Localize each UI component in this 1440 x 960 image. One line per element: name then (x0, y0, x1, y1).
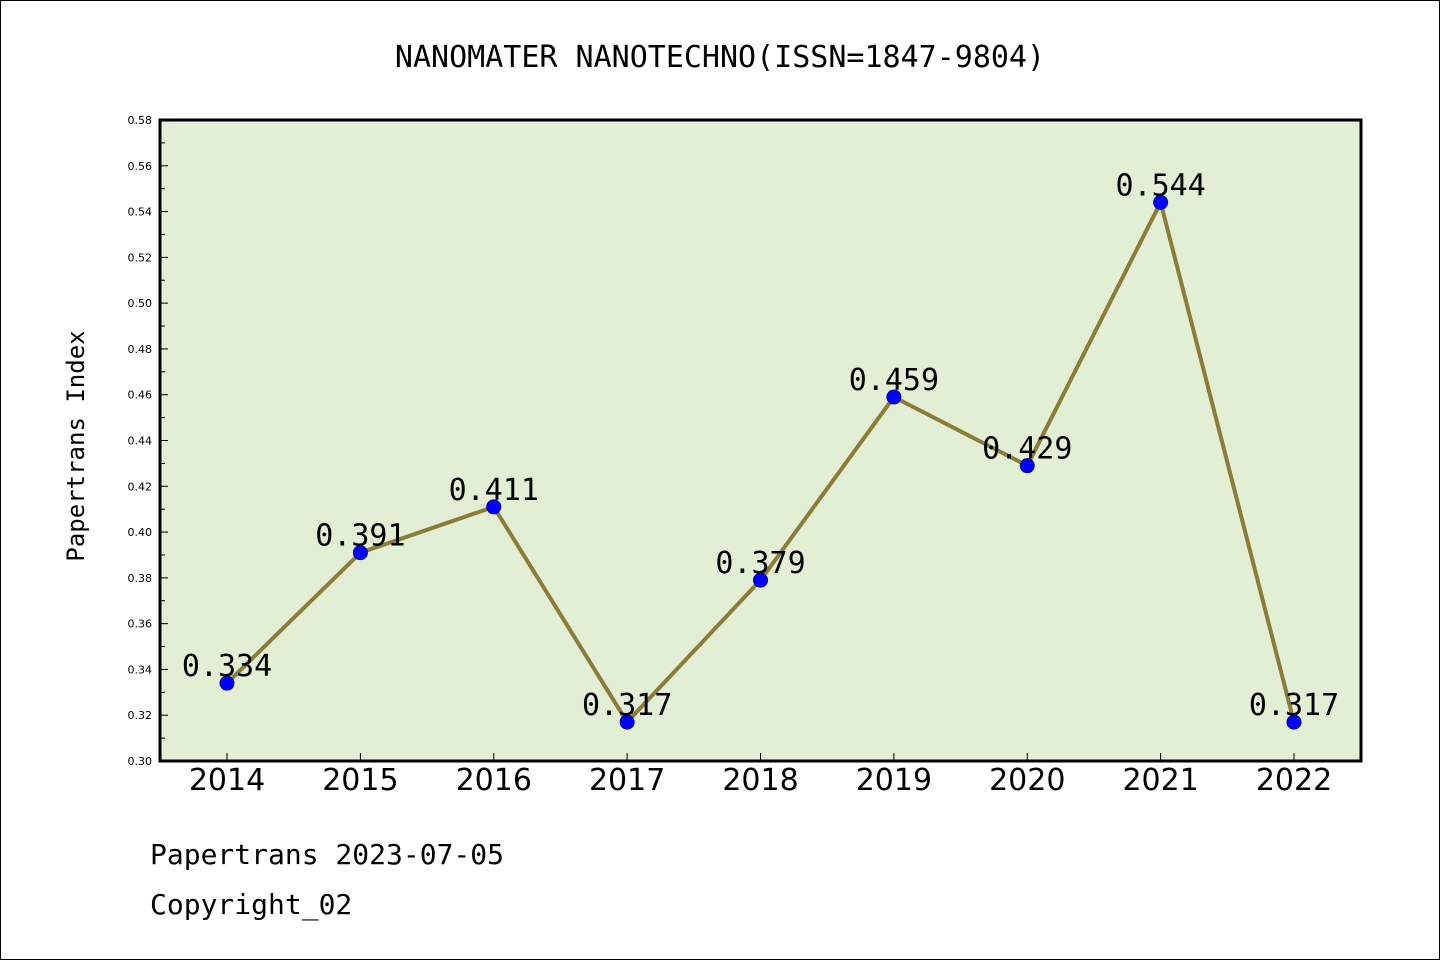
data-label: 0.334 (182, 649, 272, 684)
y-tick-label: 0.44 (128, 435, 153, 448)
data-point (886, 389, 902, 405)
data-label: 0.429 (982, 432, 1072, 467)
y-tick-label: 0.52 (128, 251, 153, 264)
y-tick-label: 0.48 (128, 343, 153, 356)
x-tick-label: 2021 (1122, 763, 1198, 798)
data-label: 0.391 (315, 519, 405, 554)
data-label: 0.411 (449, 473, 539, 508)
x-tick-label: 2016 (456, 763, 532, 798)
y-tick-label: 0.46 (128, 389, 153, 402)
data-label: 0.317 (582, 688, 672, 723)
y-tick-label: 0.34 (128, 663, 153, 676)
data-point (352, 545, 368, 561)
x-tick-label: 2019 (856, 763, 932, 798)
data-markers (219, 194, 1302, 730)
y-tick-label: 0.56 (128, 160, 153, 173)
data-point (1153, 194, 1169, 210)
x-tick-label: 2022 (1256, 763, 1332, 798)
data-label: 0.379 (715, 546, 805, 581)
x-tick-label: 2020 (989, 763, 1065, 798)
data-label: 0.459 (849, 363, 939, 398)
plot-border (158, 118, 1363, 763)
data-point (219, 675, 235, 691)
y-tick-label: 0.32 (128, 709, 153, 722)
y-axis-label: Papertrans Index (62, 330, 90, 561)
x-tick-label: 2014 (189, 763, 265, 798)
x-axis-tick-labels: 2014 2015 2016 2017 2018 2019 2020 2021 2022 (189, 763, 1332, 798)
data-label: 0.317 (1249, 688, 1339, 723)
y-tick-label: 0.38 (128, 572, 153, 585)
y-tick-label: 0.40 (128, 526, 153, 539)
x-tick-label: 2018 (722, 763, 798, 798)
y-tick-label: 0.42 (128, 480, 153, 493)
x-tick-label: 2015 (322, 763, 398, 798)
x-tick-label: 2017 (589, 763, 665, 798)
y-tick-label: 0.54 (128, 206, 153, 219)
y-tick-label: 0.30 (128, 755, 153, 768)
data-point (619, 714, 635, 730)
data-labels: 0.334 0.391 0.411 0.317 0.379 0.459 0.429 0.544… (182, 168, 1339, 723)
footer-copyright: Copyright_02 (150, 888, 352, 922)
data-point (1286, 714, 1302, 730)
chart-title: NANOMATER NANOTECHNO(ISSN=1847-9804) (395, 40, 1045, 75)
y-tick-label: 0.50 (128, 297, 153, 310)
data-point (1019, 458, 1035, 474)
y-tick-label: 0.58 (128, 114, 153, 127)
data-label: 0.544 (1115, 168, 1205, 203)
y-axis-tick-labels: 0.30 0.32 0.34 0.36 0.38 0.40 0.42 0.44 0.46 0.48… (128, 114, 153, 768)
data-point (486, 499, 502, 515)
data-point (753, 572, 768, 588)
footer-date: Papertrans 2023-07-05 (150, 838, 504, 871)
y-tick-label: 0.36 (128, 618, 153, 631)
plot-area (160, 120, 1361, 761)
